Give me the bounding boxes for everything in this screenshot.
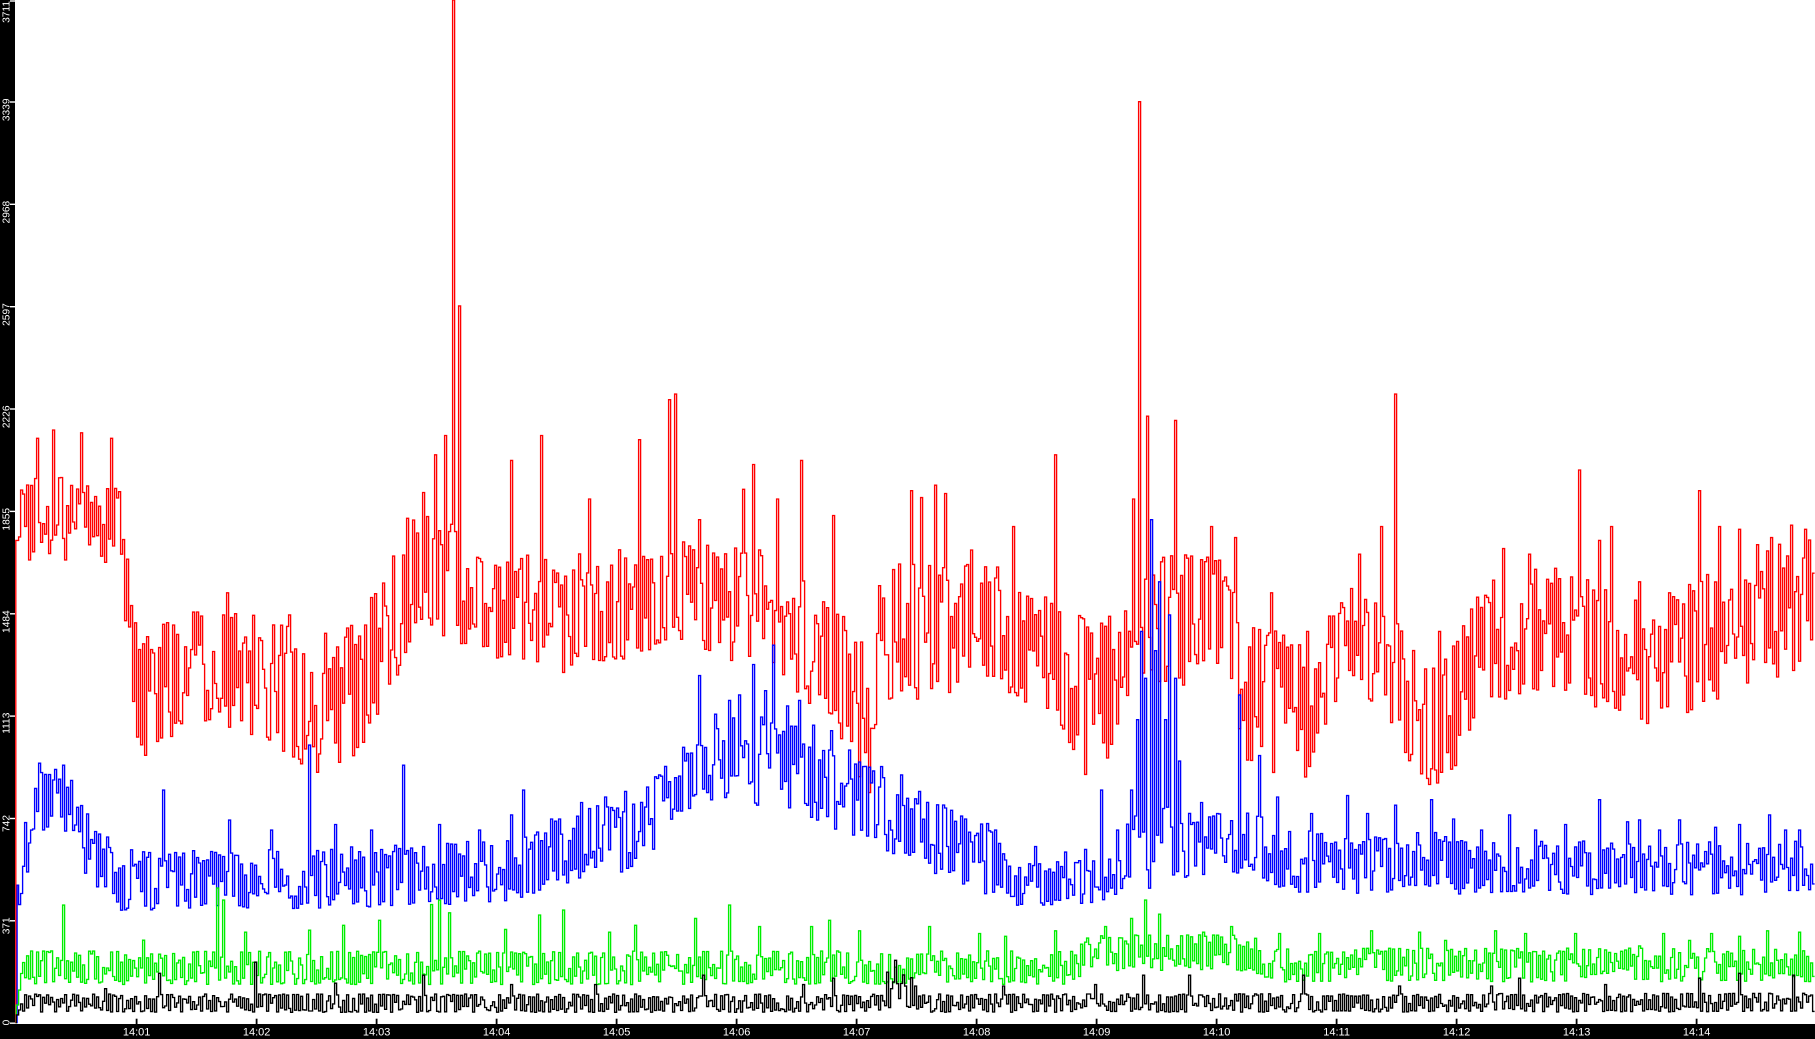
svg-text:14:05: 14:05 bbox=[603, 1027, 631, 1039]
svg-text:1113: 1113 bbox=[2, 712, 13, 733]
svg-text:14:04: 14:04 bbox=[483, 1027, 511, 1039]
svg-text:14:01: 14:01 bbox=[123, 1027, 151, 1039]
svg-text:14:03: 14:03 bbox=[363, 1027, 391, 1039]
svg-text:371: 371 bbox=[2, 917, 13, 934]
svg-text:0: 0 bbox=[2, 1019, 13, 1025]
svg-text:1855: 1855 bbox=[2, 508, 13, 531]
svg-text:14:10: 14:10 bbox=[1203, 1027, 1231, 1039]
svg-text:14:07: 14:07 bbox=[843, 1027, 871, 1039]
svg-text:14:11: 14:11 bbox=[1323, 1027, 1350, 1039]
svg-text:14:13: 14:13 bbox=[1563, 1027, 1591, 1039]
svg-text:3339: 3339 bbox=[2, 98, 13, 121]
svg-text:14:09: 14:09 bbox=[1083, 1027, 1111, 1039]
svg-text:2226: 2226 bbox=[2, 405, 13, 428]
svg-text:1484: 1484 bbox=[2, 610, 13, 633]
svg-text:14:08: 14:08 bbox=[963, 1027, 991, 1039]
svg-text:14:06: 14:06 bbox=[723, 1027, 751, 1039]
svg-text:742: 742 bbox=[2, 815, 13, 832]
svg-text:3711: 3711 bbox=[2, 1, 13, 23]
svg-text:14:14: 14:14 bbox=[1683, 1027, 1711, 1039]
svg-text:2597: 2597 bbox=[2, 303, 13, 326]
svg-text:14:02: 14:02 bbox=[243, 1027, 271, 1039]
svg-text:14:12: 14:12 bbox=[1443, 1027, 1471, 1039]
svg-text:2968: 2968 bbox=[2, 200, 13, 223]
